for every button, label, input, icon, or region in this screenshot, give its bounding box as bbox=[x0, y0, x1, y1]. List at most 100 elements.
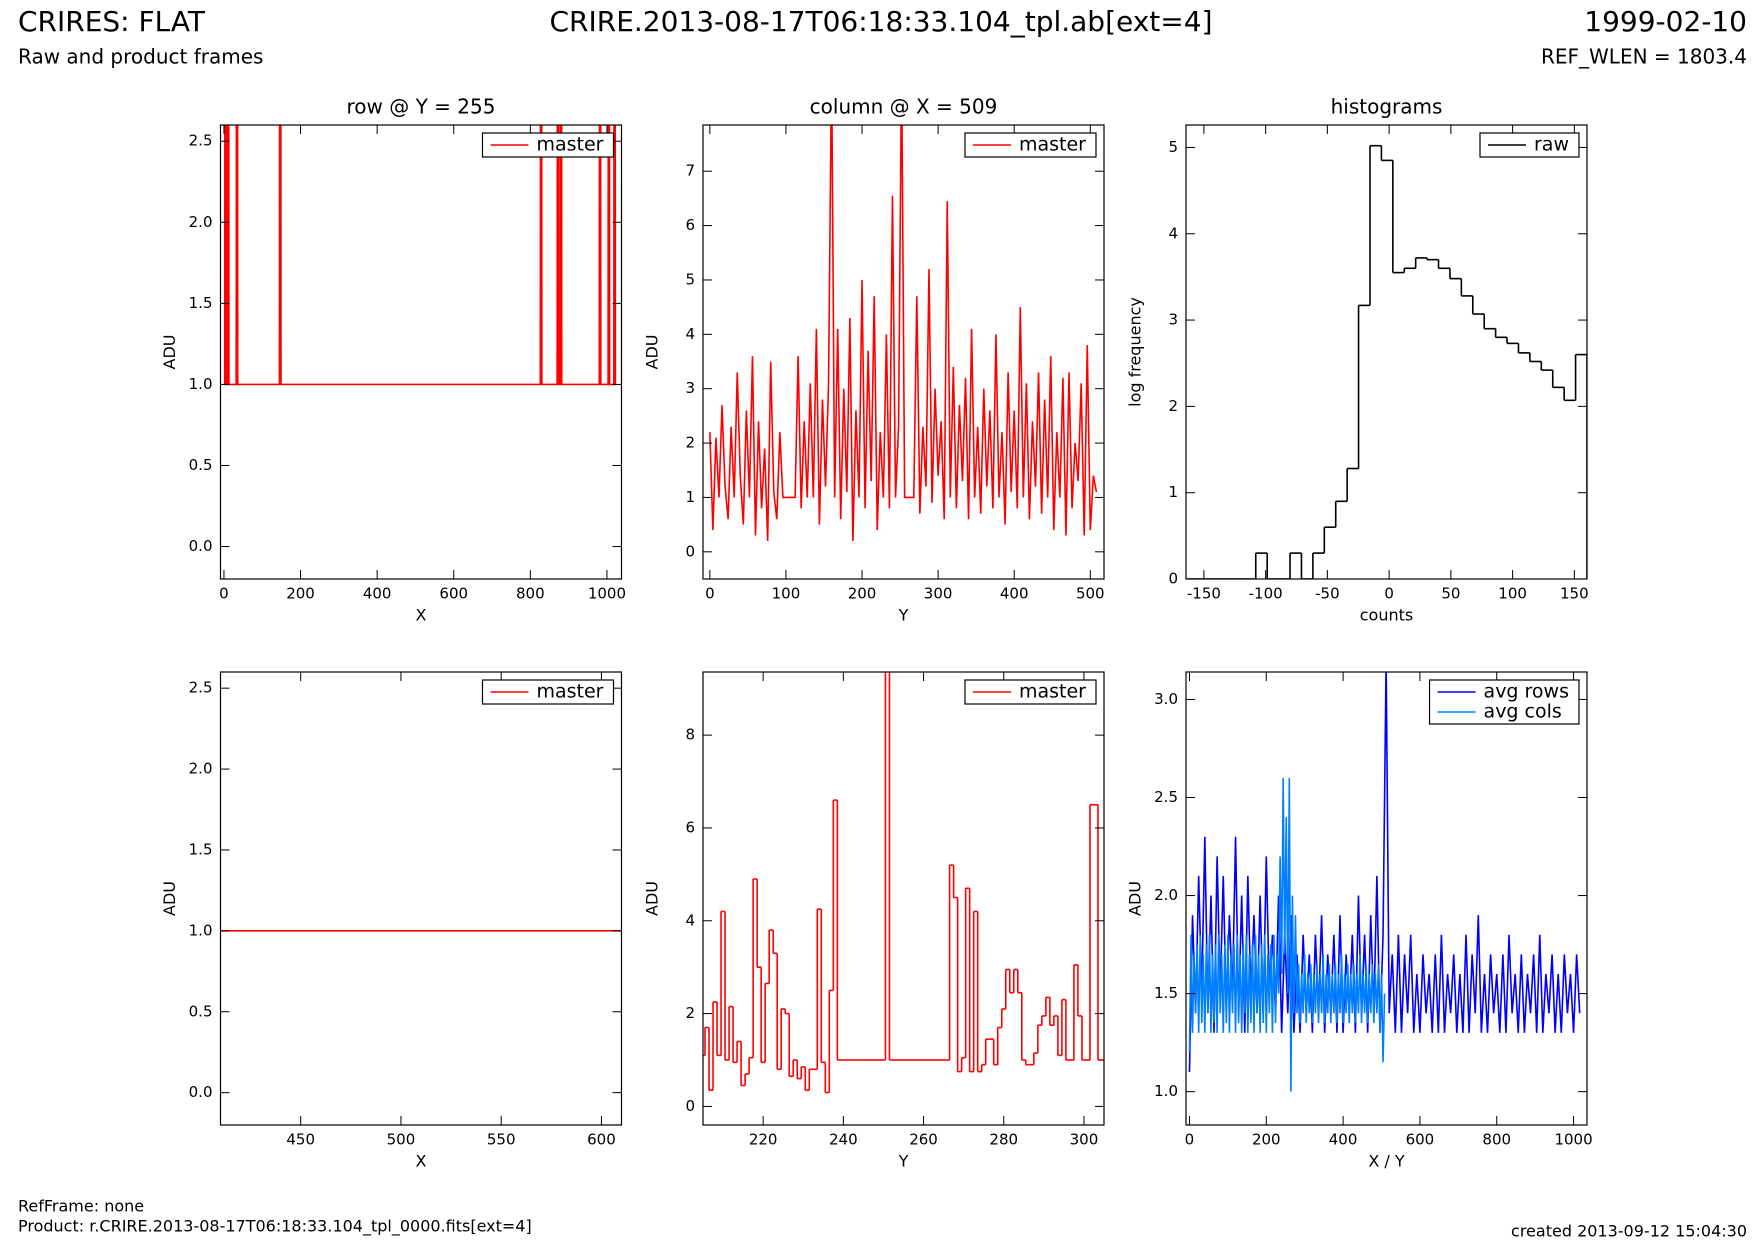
file-name: CRIRE.2013-08-17T06:18:33.104_tpl.ab[ext… bbox=[549, 5, 1212, 38]
legend-label: avg cols bbox=[1484, 701, 1562, 723]
y-tick-label: 1.5 bbox=[189, 840, 213, 858]
x-tick-label: 200 bbox=[848, 585, 877, 603]
x-tick-label: 400 bbox=[363, 585, 392, 603]
x-tick-label: 0 bbox=[1384, 585, 1394, 603]
y-tick-label: 5 bbox=[685, 270, 695, 288]
x-axis-label: Y bbox=[898, 1152, 909, 1171]
x-tick-label: 450 bbox=[286, 1131, 315, 1149]
x-tick-label: -150 bbox=[1187, 585, 1221, 603]
y-tick-label: 1.0 bbox=[1154, 1082, 1178, 1100]
y-tick-label: 2.5 bbox=[189, 679, 213, 697]
y-axis-label: ADU bbox=[643, 335, 662, 370]
x-tick-label: 100 bbox=[1498, 585, 1527, 603]
x-tick-label: 150 bbox=[1560, 585, 1589, 603]
y-tick-label: 4 bbox=[1168, 224, 1178, 242]
y-tick-label: 0.5 bbox=[189, 456, 213, 474]
x-tick-label: -100 bbox=[1249, 585, 1283, 603]
legend-label: avg rows bbox=[1484, 681, 1569, 703]
y-tick-label: 0 bbox=[685, 1097, 695, 1115]
y-tick-label: 5 bbox=[1168, 138, 1178, 156]
ref-frame: RefFrame: none bbox=[18, 1197, 144, 1216]
created: created 2013-09-12 15:04:30 bbox=[1511, 1222, 1747, 1241]
product: Product: r.CRIRE.2013-08-17T06:18:33.104… bbox=[18, 1217, 532, 1237]
legend: master bbox=[964, 132, 1097, 158]
x-tick-label: 500 bbox=[1076, 585, 1105, 603]
plot-area bbox=[1187, 144, 1587, 579]
plot-area bbox=[709, 125, 1098, 541]
y-tick-label: 1 bbox=[685, 488, 695, 506]
x-tick-label: 400 bbox=[1329, 1131, 1358, 1149]
x-tick-label: 0 bbox=[705, 585, 715, 603]
x-tick-label: 600 bbox=[1406, 1131, 1435, 1149]
axes-title: row @ Y = 255 bbox=[347, 95, 496, 119]
page-title: CRIRES: FLAT bbox=[18, 5, 206, 38]
y-tick-label: 7 bbox=[685, 162, 695, 180]
x-tick-label: 0 bbox=[219, 585, 229, 603]
legend-box bbox=[1428, 679, 1580, 725]
y-tick-label: 3 bbox=[1168, 311, 1178, 329]
y-tick-label: 0.0 bbox=[189, 537, 213, 555]
y-tick-label: 0 bbox=[685, 542, 695, 560]
y-tick-label: 2.0 bbox=[189, 760, 213, 778]
y-tick-label: 3 bbox=[685, 379, 695, 397]
y-tick-label: 2 bbox=[1168, 397, 1178, 415]
y-tick-label: 2.0 bbox=[189, 213, 213, 231]
y-tick-label: 6 bbox=[685, 216, 695, 234]
y-tick-label: 1.5 bbox=[189, 294, 213, 312]
ref-wlen: REF_WLEN = 1803.4 bbox=[1541, 45, 1747, 69]
x-tick-label: 200 bbox=[1252, 1131, 1281, 1149]
y-tick-label: 0.0 bbox=[189, 1083, 213, 1101]
data-line bbox=[1188, 777, 1386, 1092]
axes-frame bbox=[1185, 671, 1588, 1126]
x-tick-label: 600 bbox=[439, 585, 468, 603]
axes-frame bbox=[702, 124, 1105, 580]
x-tick-label: 220 bbox=[749, 1131, 778, 1149]
x-axis-label: X / Y bbox=[1368, 1152, 1405, 1171]
legend: master bbox=[481, 679, 615, 705]
x-tick-label: 800 bbox=[1482, 1131, 1511, 1149]
axes-frame bbox=[702, 671, 1105, 1126]
x-axis-label: X bbox=[416, 606, 427, 625]
x-tick-label: 50 bbox=[1441, 585, 1460, 603]
y-tick-label: 2 bbox=[685, 1004, 695, 1022]
x-tick-label: 280 bbox=[989, 1131, 1018, 1149]
plot-area bbox=[703, 672, 1104, 1094]
legend-label: raw bbox=[1534, 134, 1569, 156]
y-tick-label: 1.0 bbox=[189, 375, 213, 393]
x-tick-label: 0 bbox=[1185, 1131, 1195, 1149]
plot-area bbox=[1188, 672, 1581, 1092]
y-tick-label: 0 bbox=[1168, 570, 1178, 588]
x-tick-label: 240 bbox=[829, 1131, 858, 1149]
y-tick-label: 4 bbox=[685, 325, 695, 343]
x-axis-label: Y bbox=[898, 606, 909, 625]
y-axis-label: ADU bbox=[643, 881, 662, 916]
y-axis-label: ADU bbox=[160, 335, 179, 370]
x-axis-label: counts bbox=[1360, 606, 1413, 625]
legend-label: master bbox=[1019, 134, 1086, 156]
x-tick-label: 300 bbox=[1070, 1131, 1099, 1149]
y-tick-label: 2 bbox=[685, 434, 695, 452]
legend-label: master bbox=[536, 681, 603, 703]
y-tick-label: 4 bbox=[685, 911, 695, 929]
x-tick-label: 550 bbox=[487, 1131, 516, 1149]
x-tick-label: 1000 bbox=[588, 585, 626, 603]
x-tick-label: 800 bbox=[516, 585, 545, 603]
legend: master bbox=[481, 132, 615, 158]
y-tick-label: 2.0 bbox=[1154, 886, 1178, 904]
data-line bbox=[709, 125, 1098, 541]
y-tick-label: 1.5 bbox=[1154, 984, 1178, 1002]
x-tick-label: -50 bbox=[1315, 585, 1340, 603]
axes-frame bbox=[1185, 124, 1588, 580]
axes-frame bbox=[219, 124, 623, 580]
date: 1999-02-10 bbox=[1584, 5, 1747, 38]
y-tick-label: 2.5 bbox=[1154, 788, 1178, 806]
legend: raw bbox=[1479, 132, 1580, 158]
y-axis-label: log frequency bbox=[1126, 297, 1145, 407]
axes-title: histograms bbox=[1331, 95, 1443, 119]
legend-label: master bbox=[536, 134, 603, 156]
y-axis-label: ADU bbox=[160, 881, 179, 916]
y-tick-label: 6 bbox=[685, 818, 695, 836]
x-tick-label: 400 bbox=[1000, 585, 1029, 603]
y-axis-label: ADU bbox=[1126, 881, 1145, 916]
